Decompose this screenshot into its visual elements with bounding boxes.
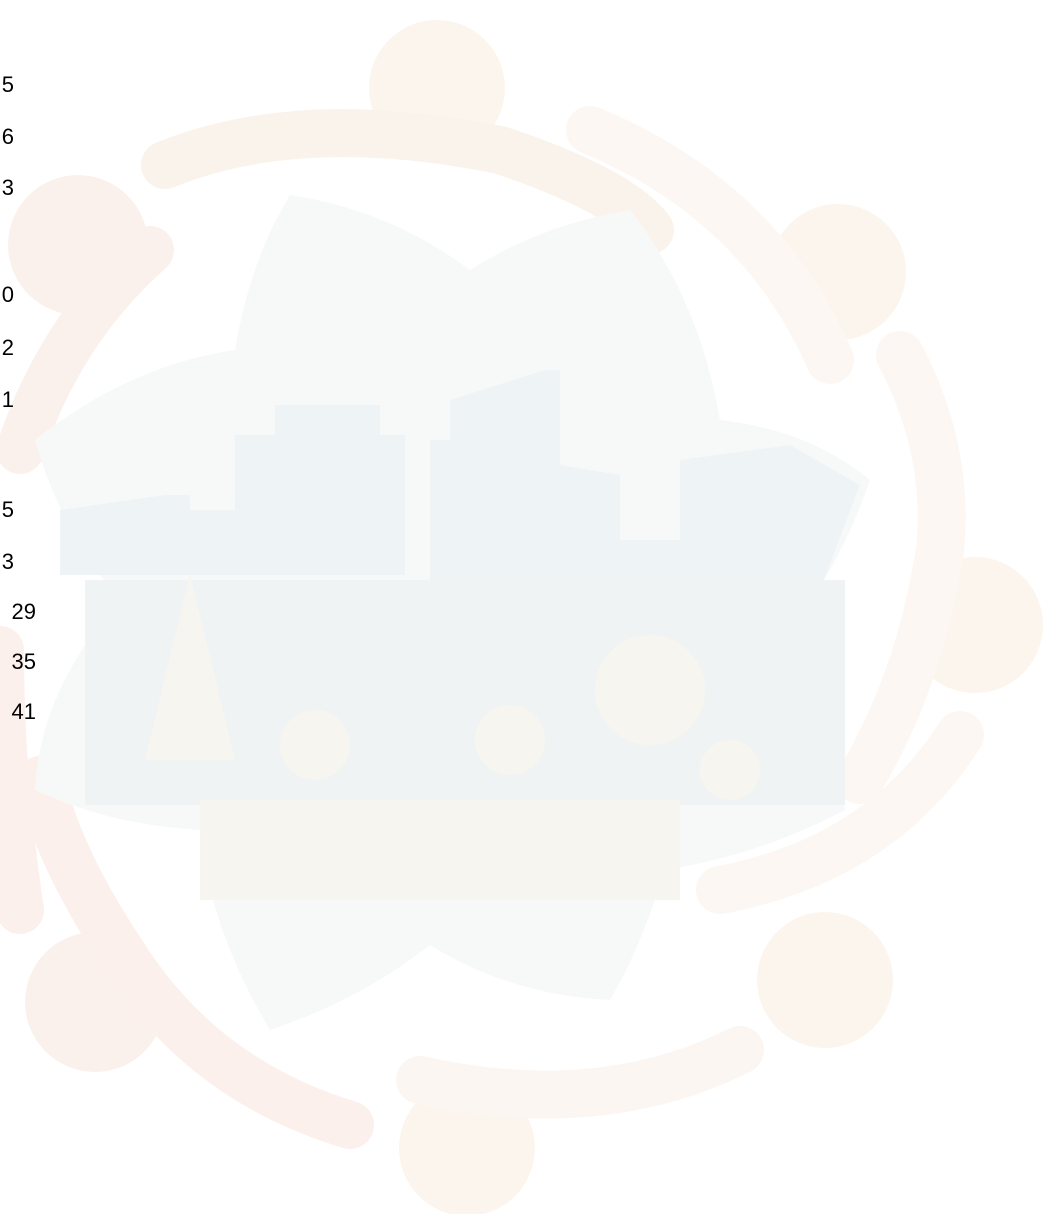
page-number: 29 [12, 599, 36, 625]
page-number: 5 [2, 72, 14, 98]
page-number: 3 [2, 175, 14, 201]
page-number: 5 [2, 497, 14, 523]
page: {"toc": {"page_numbers": ["5", "6", "3",… [0, 0, 1048, 1214]
page-number: 3 [2, 549, 14, 575]
page-number: 41 [12, 699, 36, 725]
page-number: 0 [2, 282, 14, 308]
page-number: 35 [12, 649, 36, 675]
page-number: 1 [2, 387, 14, 413]
logo-watermark [0, 0, 1048, 1214]
page-number: 2 [2, 335, 14, 361]
page-number: 6 [2, 124, 14, 150]
